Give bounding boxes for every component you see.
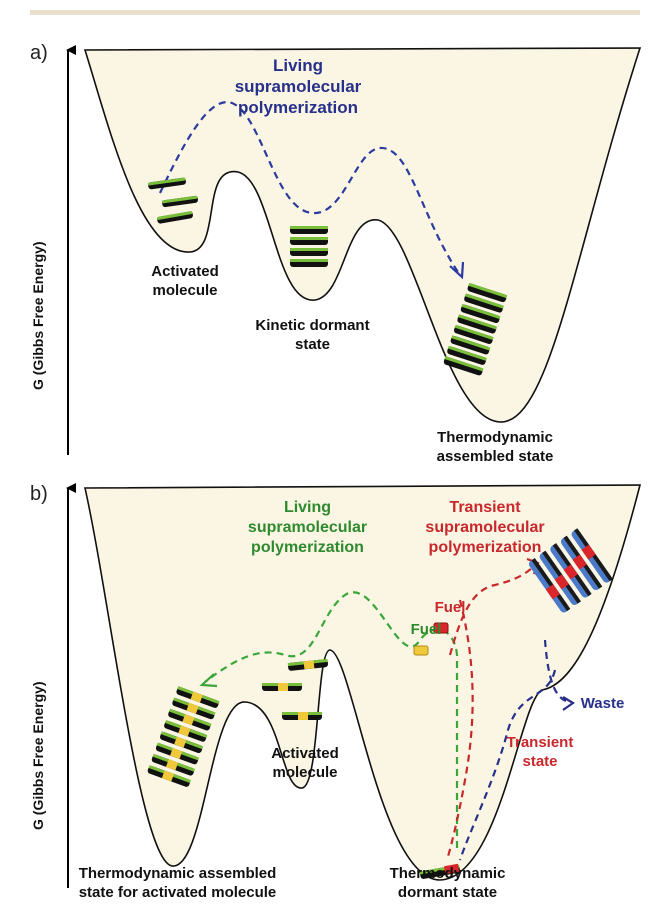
transient-stack-b (528, 528, 613, 613)
living-path-a (159, 100, 459, 273)
top-divider (30, 10, 640, 15)
kinetic-label-a: Kinetic dormant state (255, 317, 370, 353)
transient-label-b: Transient supramolecular polymerization (425, 499, 545, 556)
living-arrowhead-b (199, 673, 218, 688)
activated-label-b: Activated molecule (271, 745, 339, 781)
living-label-a: Living supramolecular polymerization (234, 56, 362, 117)
waste-path-b (458, 639, 571, 861)
activated-label-a: Activated molecule (151, 263, 219, 299)
panel-a-label: a) (30, 42, 48, 64)
fuel-label-green: Fuel (410, 621, 442, 638)
thermo-activated-label-b: Thermodynamic assembled state for activa… (78, 865, 277, 901)
dormant-stack-a (290, 226, 328, 267)
waste-arrowhead-b (562, 696, 576, 711)
panel-b-label: b) (30, 483, 48, 505)
assembled-stack-a (443, 282, 508, 376)
transient-state-label: Transient state (506, 734, 574, 770)
living-label-b: Living supramolecular polymerization (247, 499, 368, 556)
transient-path-b (445, 564, 536, 861)
living-path-b (204, 591, 459, 848)
fuel-piece-red (433, 622, 449, 634)
energy-well-b (84, 484, 642, 881)
fuel-label-red: Fuel (434, 599, 466, 616)
assembled-stack-b (147, 686, 220, 787)
fuel-piece-yellow (413, 645, 429, 656)
y-axis-label-b: G (Gibbs Free Energy) (30, 681, 46, 830)
energy-well-a (83, 47, 642, 423)
y-axis-label-a: G (Gibbs Free Energy) (30, 241, 46, 390)
living-arrowhead-a (449, 261, 465, 280)
thermo-dormant-label-b: Thermodynamic dormant state (389, 865, 506, 901)
waste-label: Waste (580, 695, 625, 712)
thermo-label-a: Thermodynamic assembled state (436, 429, 554, 465)
activated-molecules-b (262, 658, 329, 720)
activated-molecules-a (147, 177, 198, 224)
